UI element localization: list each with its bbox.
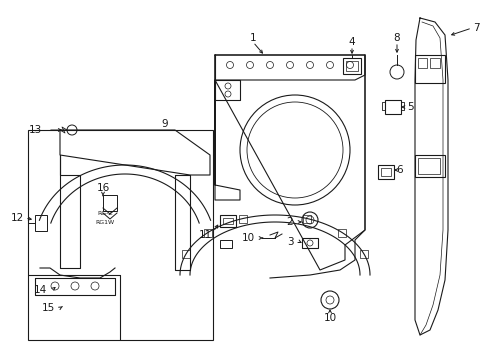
Bar — [429, 58, 439, 68]
Bar — [342, 58, 360, 74]
Bar — [338, 229, 346, 237]
Text: 10: 10 — [323, 313, 336, 323]
Text: 9: 9 — [162, 119, 168, 129]
Bar — [380, 168, 390, 176]
Text: 11: 11 — [198, 230, 211, 240]
Text: RG1W: RG1W — [95, 220, 114, 225]
Text: 13: 13 — [28, 125, 41, 135]
Bar — [414, 155, 444, 177]
Bar — [417, 58, 426, 68]
Bar — [238, 215, 246, 222]
Bar — [220, 240, 231, 248]
Bar — [223, 218, 232, 224]
Text: 5: 5 — [406, 102, 412, 112]
Text: 16: 16 — [96, 183, 109, 193]
Text: RG-Z: RG-Z — [97, 211, 113, 216]
Text: 6: 6 — [396, 165, 403, 175]
Bar — [417, 158, 439, 174]
Bar — [303, 215, 311, 222]
Bar — [346, 61, 357, 71]
Text: 4: 4 — [348, 37, 355, 47]
Text: 3: 3 — [286, 237, 293, 247]
Bar — [360, 251, 367, 258]
Bar — [414, 55, 444, 83]
Text: 7: 7 — [472, 23, 478, 33]
Bar — [103, 195, 117, 211]
Text: 8: 8 — [393, 33, 400, 43]
Bar — [302, 238, 317, 248]
Text: 14: 14 — [33, 285, 46, 295]
Text: 2: 2 — [286, 217, 293, 227]
Bar — [220, 215, 236, 227]
Bar — [377, 165, 393, 179]
Bar — [203, 229, 211, 237]
Text: 15: 15 — [41, 303, 55, 313]
Bar — [182, 251, 189, 258]
Bar — [35, 215, 47, 231]
Bar — [28, 130, 213, 340]
Text: 1: 1 — [249, 33, 256, 43]
Text: 10: 10 — [241, 233, 254, 243]
Text: 12: 12 — [10, 213, 23, 223]
Bar — [384, 100, 400, 114]
